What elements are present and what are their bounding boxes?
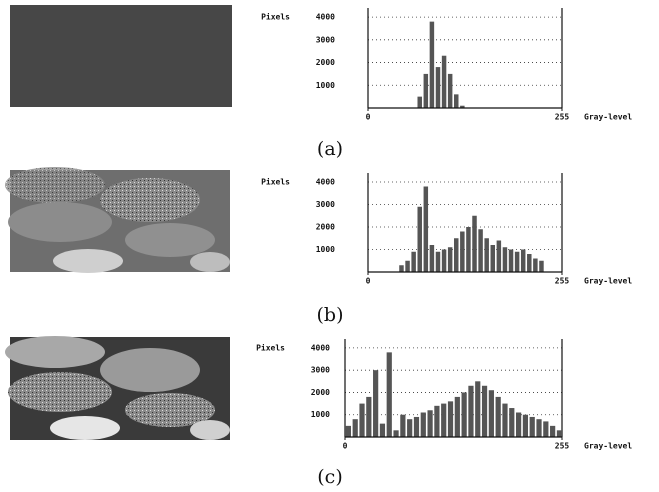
image-b bbox=[5, 167, 230, 273]
bar bbox=[502, 247, 508, 272]
x-tick-label: 255 bbox=[555, 113, 570, 122]
bar bbox=[373, 370, 379, 437]
bar bbox=[386, 352, 392, 437]
bar bbox=[434, 405, 440, 437]
bar bbox=[539, 260, 544, 272]
bar bbox=[490, 245, 496, 272]
bar bbox=[366, 396, 372, 437]
y-tick-label: 4000 bbox=[311, 343, 330, 352]
y-tick-label: 2000 bbox=[316, 58, 335, 67]
bar bbox=[460, 231, 465, 272]
caption: (a) bbox=[317, 138, 343, 160]
bar bbox=[435, 251, 441, 272]
bar bbox=[399, 265, 404, 272]
bar bbox=[536, 419, 542, 437]
y-axis-label: Pixels bbox=[261, 12, 290, 22]
bar bbox=[447, 401, 454, 437]
x-tick-label: 0 bbox=[366, 113, 371, 122]
bar bbox=[345, 425, 352, 437]
caption: (c) bbox=[317, 466, 342, 488]
bar bbox=[478, 229, 483, 272]
bar bbox=[488, 390, 494, 437]
bar bbox=[411, 251, 416, 272]
bar bbox=[468, 385, 474, 437]
bar bbox=[466, 227, 471, 272]
bar bbox=[447, 247, 453, 272]
y-tick-label: 4000 bbox=[316, 13, 335, 22]
bar bbox=[461, 392, 467, 437]
bar bbox=[495, 396, 501, 437]
bar bbox=[481, 385, 488, 437]
bar bbox=[359, 403, 365, 437]
bar bbox=[417, 96, 422, 108]
bar bbox=[379, 423, 386, 437]
bar bbox=[423, 186, 429, 272]
bar bbox=[407, 419, 413, 437]
y-tick-label: 4000 bbox=[316, 178, 335, 187]
bar bbox=[352, 419, 358, 437]
x-tick-label: 255 bbox=[555, 277, 570, 286]
bar bbox=[454, 94, 459, 108]
bar bbox=[393, 430, 399, 437]
bar bbox=[400, 414, 406, 437]
bar bbox=[533, 258, 538, 272]
x-axis-label: Gray-level bbox=[584, 113, 632, 122]
bar bbox=[515, 412, 522, 437]
bar bbox=[527, 254, 532, 272]
bar bbox=[423, 73, 429, 108]
bar bbox=[413, 416, 420, 437]
y-tick-label: 3000 bbox=[316, 200, 335, 209]
bar bbox=[550, 425, 556, 437]
bar bbox=[484, 238, 489, 272]
bar bbox=[429, 21, 435, 108]
bar bbox=[454, 396, 460, 437]
y-tick-label: 2000 bbox=[316, 223, 335, 232]
bar bbox=[417, 206, 422, 272]
bar bbox=[472, 215, 477, 272]
bar bbox=[508, 249, 514, 272]
bar bbox=[460, 105, 465, 108]
bar bbox=[447, 73, 453, 108]
bar bbox=[522, 414, 529, 437]
bar bbox=[441, 249, 447, 272]
x-axis-label: Gray-level bbox=[584, 277, 632, 286]
y-tick-label: 1000 bbox=[316, 81, 335, 90]
x-tick-label: 0 bbox=[343, 442, 348, 451]
bar bbox=[405, 260, 410, 272]
bar bbox=[496, 240, 502, 272]
bar bbox=[420, 412, 426, 437]
bar bbox=[509, 408, 515, 437]
bar bbox=[514, 251, 520, 272]
y-tick-label: 1000 bbox=[311, 410, 330, 419]
caption: (b) bbox=[317, 304, 344, 326]
bar bbox=[529, 416, 535, 437]
bar bbox=[435, 67, 441, 108]
bar bbox=[427, 410, 433, 437]
y-axis-label: Pixels bbox=[256, 342, 285, 352]
y-tick-label: 3000 bbox=[311, 366, 330, 375]
bar bbox=[520, 249, 526, 272]
bar bbox=[556, 430, 562, 437]
y-tick-label: 1000 bbox=[316, 245, 335, 254]
bar bbox=[441, 55, 447, 108]
bar bbox=[429, 245, 435, 272]
bar bbox=[454, 238, 459, 272]
image-a bbox=[10, 5, 232, 107]
x-tick-label: 0 bbox=[366, 277, 371, 286]
y-tick-label: 3000 bbox=[316, 35, 335, 44]
bar bbox=[475, 381, 481, 437]
image-c bbox=[5, 336, 230, 440]
bar bbox=[441, 403, 447, 437]
x-tick-label: 255 bbox=[555, 442, 570, 451]
y-tick-label: 2000 bbox=[311, 388, 330, 397]
bar bbox=[502, 403, 508, 437]
bar bbox=[543, 421, 549, 437]
y-axis-label: Pixels bbox=[261, 177, 290, 187]
x-axis-label: Gray-level bbox=[584, 442, 632, 451]
